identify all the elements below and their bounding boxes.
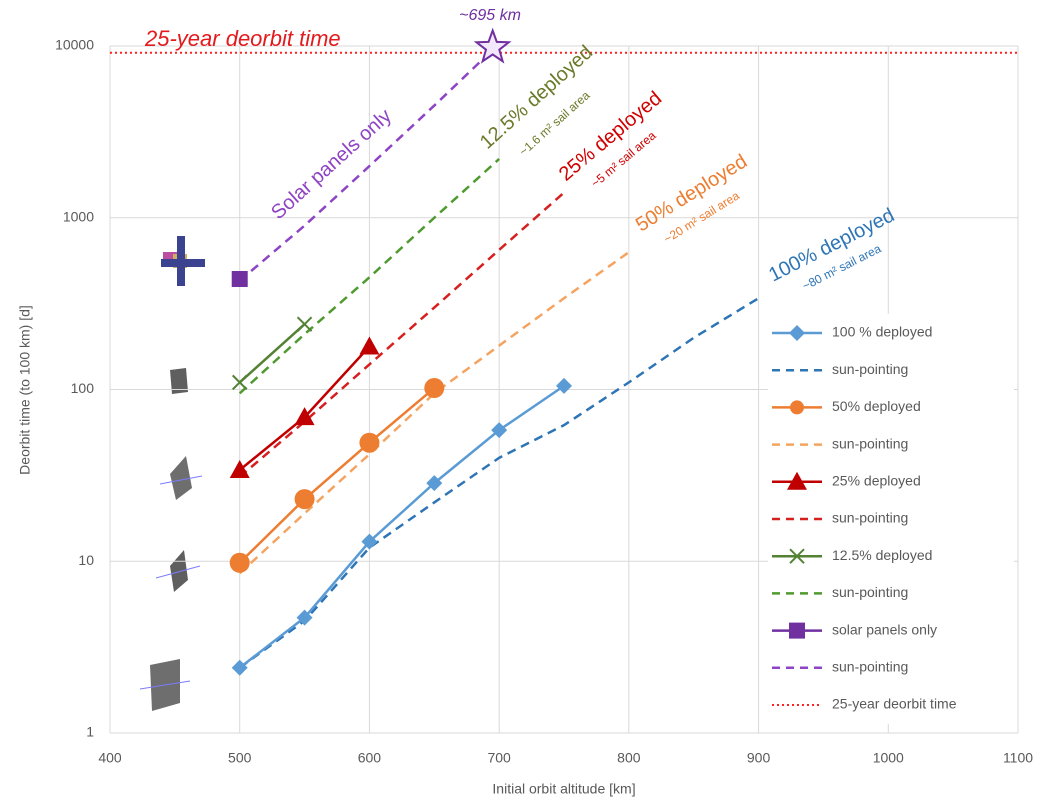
marker xyxy=(294,407,315,426)
x-tick-label: 400 xyxy=(98,750,122,766)
x-tick-label: 1000 xyxy=(873,750,904,766)
legend-label: 50% deployed xyxy=(832,398,921,414)
legend-label: sun-pointing xyxy=(832,361,908,377)
series-line xyxy=(238,191,565,478)
marker xyxy=(491,422,508,439)
legend-label: solar panels only xyxy=(832,621,937,637)
legend-label: 12.5% deployed xyxy=(832,547,932,563)
series-line xyxy=(238,384,565,669)
y-tick-label: 1000 xyxy=(63,208,94,224)
marker xyxy=(556,377,572,394)
x-tick-label: 1100 xyxy=(1003,750,1033,766)
y-axis-title: Deorbit time (to 100 km) [d] xyxy=(17,305,33,475)
marker xyxy=(229,459,250,478)
x-tick-label: 500 xyxy=(228,750,252,766)
legend-label: 25% deployed xyxy=(832,473,921,489)
legend-marker xyxy=(789,548,805,564)
marker xyxy=(296,609,313,626)
legend-label: sun-pointing xyxy=(832,659,908,675)
marker xyxy=(231,659,248,676)
legend-label: 100 % deployed xyxy=(832,324,932,340)
legend-label: sun-pointing xyxy=(832,584,908,600)
legend-marker xyxy=(789,622,805,639)
marker xyxy=(229,552,250,573)
marker xyxy=(296,316,313,332)
marker xyxy=(424,378,445,399)
annotation: ~695 km xyxy=(459,7,521,24)
legend: 100 % deployed sun-pointing 50% deployed su… xyxy=(768,314,1014,724)
legend-box xyxy=(768,314,1014,724)
y-tick-label: 100 xyxy=(71,380,95,396)
legend-marker xyxy=(789,325,805,341)
y-tick-label: 1 xyxy=(86,724,94,740)
marker xyxy=(231,270,248,287)
series-line xyxy=(238,251,630,575)
legend-marker xyxy=(787,471,807,490)
legend-marker xyxy=(790,400,804,415)
plot xyxy=(110,27,1018,676)
x-axis-title: Initial orbit altitude [km] xyxy=(492,781,635,797)
series-line xyxy=(238,297,760,669)
annotation: 25-year deorbit time xyxy=(144,26,341,51)
marker xyxy=(359,432,380,453)
series-line xyxy=(238,323,306,384)
marker xyxy=(426,475,443,492)
legend-label: sun-pointing xyxy=(832,435,908,451)
annotation: Solar panels only xyxy=(267,105,396,224)
x-tick-label: 600 xyxy=(358,750,382,766)
y-tick-label: 10 xyxy=(78,552,94,568)
marker xyxy=(359,336,380,355)
highlight-star xyxy=(473,27,512,64)
legend-label: 25-year deorbit time xyxy=(832,696,957,712)
series-line xyxy=(238,158,500,395)
x-tick-label: 700 xyxy=(487,750,511,766)
thumbnails xyxy=(139,236,205,711)
x-tick-label: 900 xyxy=(747,750,771,766)
series-line xyxy=(238,387,436,564)
marker xyxy=(361,533,378,550)
marker xyxy=(232,374,248,391)
series-line xyxy=(238,48,494,282)
x-tick-label: 800 xyxy=(617,750,641,766)
legend-label: sun-pointing xyxy=(832,510,908,526)
y-tick-label: 10000 xyxy=(55,37,94,53)
marker xyxy=(294,489,315,510)
